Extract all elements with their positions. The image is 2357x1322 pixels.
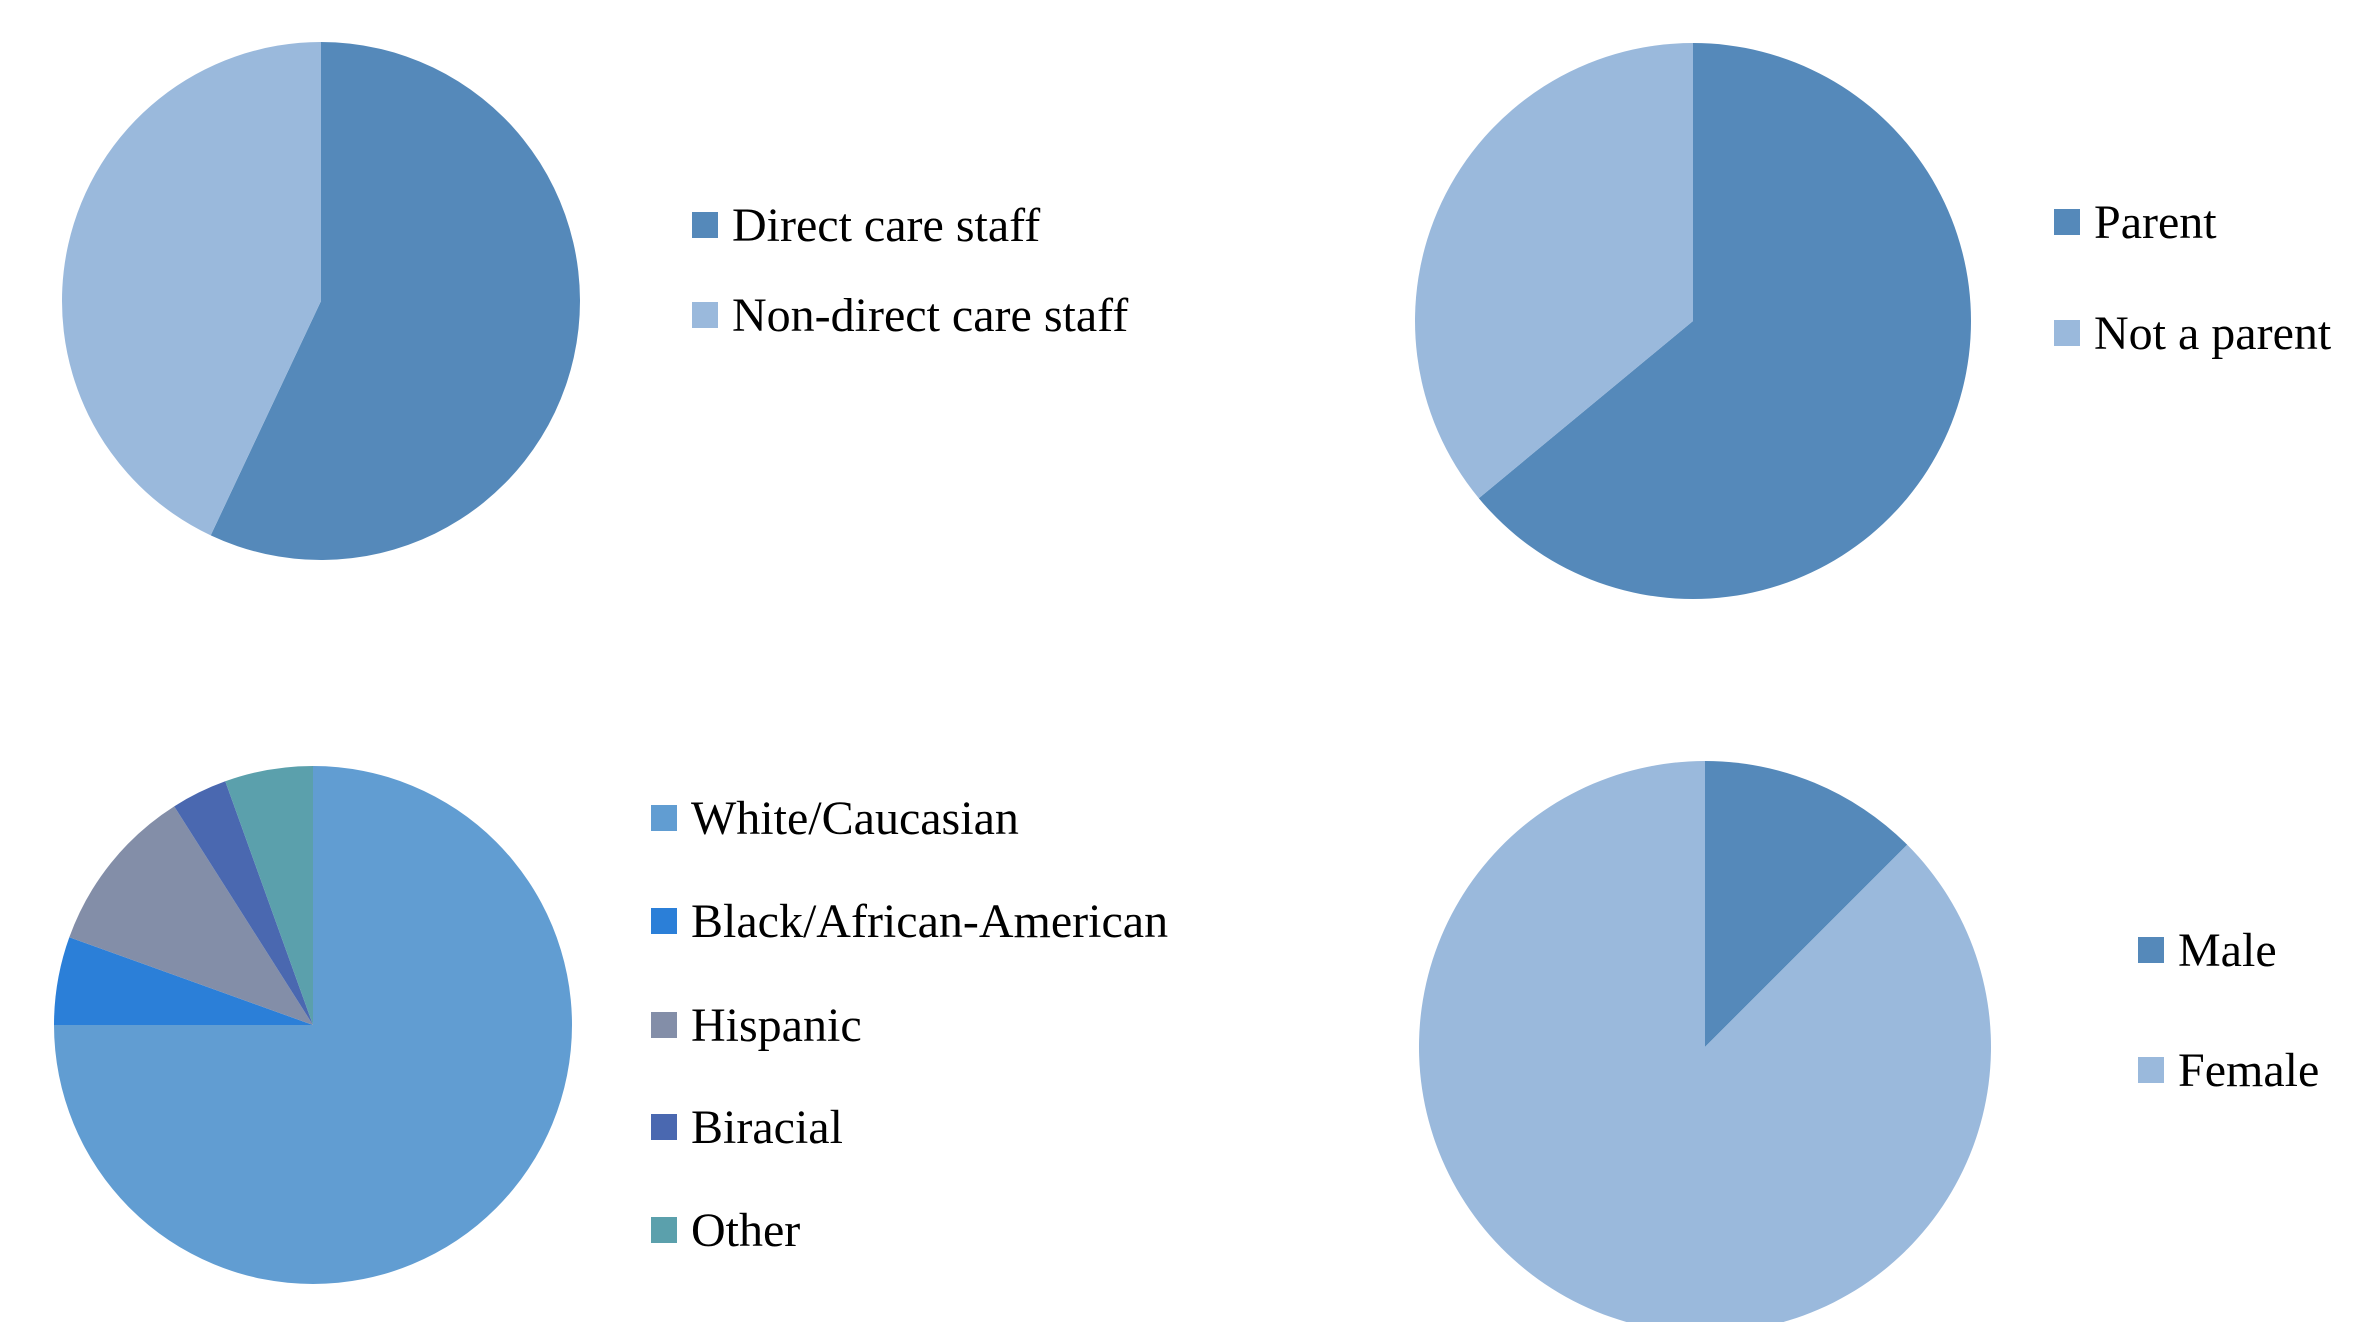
legend-label-biracial: Biracial	[691, 1101, 843, 1154]
pie-slice-direct-care-staff	[210, 42, 580, 560]
legend-swatch-parent	[2054, 209, 2080, 235]
legend-label-not-a-parent: Not a parent	[2094, 307, 2332, 360]
legend-swatch-hispanic	[651, 1012, 677, 1038]
pie-slice-hispanic	[69, 806, 313, 1025]
legend-swatch-female	[2138, 1057, 2164, 1083]
pie-slice-male	[1705, 761, 1908, 1047]
legend-4: Male Female	[2138, 924, 2319, 1097]
pie-chart-1	[61, 42, 580, 560]
pie-slice-black-african-american	[53, 937, 313, 1025]
legend-swatch-white-caucasian	[651, 805, 677, 831]
legend-swatch-black-african-american	[651, 908, 677, 934]
legend-label-hispanic: Hispanic	[691, 999, 862, 1052]
legend-label-female: Female	[2178, 1044, 2319, 1097]
legend-label-direct-care-staff: Direct care staff	[732, 199, 1040, 252]
pie-slice-other	[225, 766, 313, 1025]
pie-slice-non-direct-care-staff	[61, 42, 321, 536]
legend-3: White/Caucasian Black/African-American His…	[651, 792, 1168, 1257]
legend-label-male: Male	[2178, 924, 2277, 977]
legend-label-black-african-american: Black/African-American	[691, 895, 1168, 948]
legend-swatch-not-a-parent	[2054, 320, 2080, 346]
legend-1: Direct care staff Non-direct care staff	[692, 199, 1128, 342]
legend-swatch-male	[2138, 937, 2164, 963]
legend-swatch-direct-care-staff	[692, 212, 718, 238]
pie-chart-3	[53, 766, 572, 1284]
pie-chart-4	[1418, 761, 1991, 1322]
pie-slice-not-a-parent	[1415, 43, 1693, 499]
legend-label-other: Other	[691, 1204, 800, 1257]
pie-slice-biracial	[174, 781, 313, 1025]
legend-swatch-other	[651, 1217, 677, 1243]
pie-slice-parent	[1478, 43, 1972, 599]
pie-slice-female	[1418, 761, 1991, 1322]
pie-chart-2	[1415, 43, 1972, 599]
legend-swatch-biracial	[651, 1114, 677, 1140]
legend-swatch-non-direct-care-staff	[692, 302, 718, 328]
legend-2: Parent Not a parent	[2054, 196, 2332, 360]
legend-label-non-direct-care-staff: Non-direct care staff	[732, 289, 1128, 342]
legend-label-white-caucasian: White/Caucasian	[691, 792, 1019, 845]
legend-label-parent: Parent	[2094, 196, 2217, 249]
